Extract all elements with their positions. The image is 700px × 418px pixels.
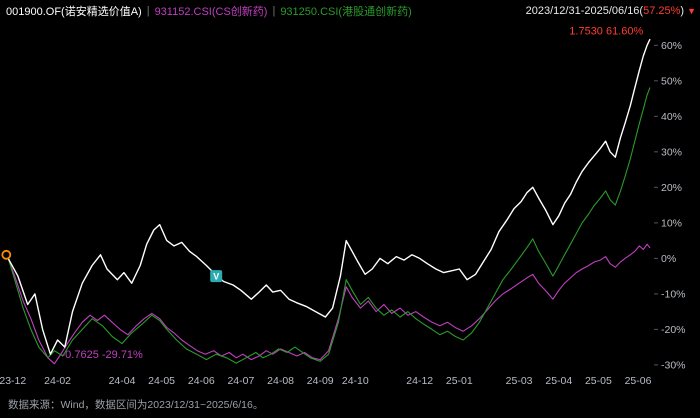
x-axis-label: 24-02 bbox=[44, 375, 71, 387]
last-value-annotation: 1.7530 61.60% bbox=[569, 26, 643, 38]
date-range-text: 2023/12/31-2025/06/16( bbox=[525, 5, 644, 17]
series-line-fund bbox=[7, 38, 651, 355]
start-ring-marker[interactable] bbox=[1, 249, 12, 260]
footer: 数据来源：Wind，数据区间为2023/12/31~2025/6/16。 bbox=[0, 390, 700, 418]
event-badge-marker-label: V bbox=[213, 272, 219, 282]
y-axis-label: 60% bbox=[661, 40, 682, 52]
chart-area: 60% 50% 40% 30% 20% 10% 0% -10% -20% -30% 23-12 24-… bbox=[0, 22, 700, 390]
date-range-control[interactable]: 2023/12/31-2025/06/16( 57.25% ) ▼ bbox=[526, 5, 696, 17]
legend-item-hk-innovation-drug[interactable]: 931250.CSI(港股通创新药) bbox=[280, 6, 412, 18]
low-value-annotation: -0.7625 -29.71% bbox=[62, 349, 144, 361]
dropdown-arrow-icon[interactable]: ▼ bbox=[687, 6, 696, 16]
x-axis-label: 25-06 bbox=[625, 375, 652, 387]
x-axis-label: 25-05 bbox=[585, 375, 612, 387]
data-source-note: 数据来源：Wind，数据区间为2023/12/31~2025/6/16。 bbox=[8, 398, 264, 411]
x-axis-label: 24-12 bbox=[406, 375, 433, 387]
x-axis-label: 24-10 bbox=[342, 375, 369, 387]
chart-header: 001900.OF(诺安精选价值A) | 931152.CSI(CS创新药) |… bbox=[0, 0, 700, 22]
x-axis-label: 23-12 bbox=[0, 375, 26, 387]
chart-svg[interactable]: 60% 50% 40% 30% 20% 10% 0% -10% -20% -30% 23-12 24-… bbox=[0, 22, 700, 390]
legend-item-cs-innovation-drug[interactable]: 931152.CSI(CS创新药) bbox=[154, 6, 268, 18]
date-range-suffix: ) bbox=[680, 5, 685, 17]
x-axis-label: 24-08 bbox=[267, 375, 294, 387]
y-axis-label: 40% bbox=[661, 111, 682, 123]
y-axis-label: 30% bbox=[661, 146, 682, 158]
y-axis-label: 50% bbox=[661, 75, 682, 87]
x-axis-label: 24-07 bbox=[227, 375, 254, 387]
y-axis-label: -20% bbox=[661, 324, 686, 336]
x-axis-label: 25-01 bbox=[446, 375, 473, 387]
legend: 001900.OF(诺安精选价值A) | 931152.CSI(CS创新药) |… bbox=[6, 3, 412, 19]
legend-separator: | bbox=[272, 5, 276, 17]
series-line-hk-innovation-drug bbox=[7, 87, 651, 364]
y-axis-label: 10% bbox=[661, 217, 682, 229]
x-axis-label: 24-04 bbox=[109, 375, 136, 387]
x-axis-label: 25-03 bbox=[506, 375, 533, 387]
x-axis-label: 25-04 bbox=[545, 375, 572, 387]
y-axis-label: -10% bbox=[661, 288, 686, 300]
series-line-cs-innovation-drug bbox=[7, 243, 651, 365]
x-axis-label: 24-05 bbox=[148, 375, 175, 387]
x-axis-label: 24-06 bbox=[188, 375, 215, 387]
x-axis-label: 24-09 bbox=[307, 375, 334, 387]
legend-separator: | bbox=[146, 5, 150, 17]
y-axis-label: -30% bbox=[661, 359, 686, 371]
event-badge-marker[interactable] bbox=[210, 270, 223, 283]
legend-item-fund[interactable]: 001900.OF(诺安精选价值A) bbox=[6, 6, 142, 18]
y-axis-label: 0% bbox=[661, 253, 676, 265]
range-return-value: 57.25% bbox=[643, 5, 681, 17]
y-axis-label: 20% bbox=[661, 182, 682, 194]
